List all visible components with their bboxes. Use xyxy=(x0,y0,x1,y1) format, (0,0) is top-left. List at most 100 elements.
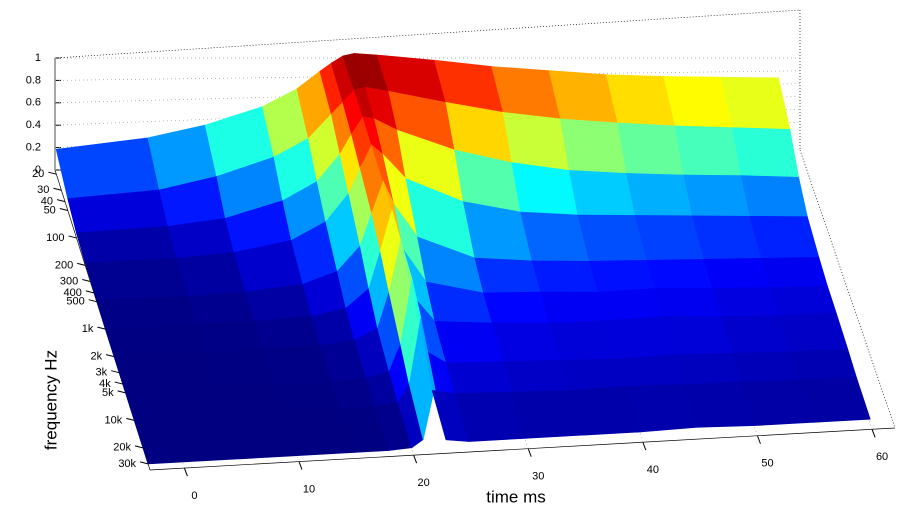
z-tick-label: 1 xyxy=(35,52,41,64)
y-tick xyxy=(68,235,77,239)
surface-cell xyxy=(502,112,570,172)
y-tick xyxy=(77,262,86,266)
surface-cell xyxy=(511,162,579,216)
surface-cell xyxy=(75,225,178,264)
y-tick-label: 1k xyxy=(82,323,94,335)
x-tick-label: 0 xyxy=(191,490,197,502)
surface-cell xyxy=(626,173,694,217)
y-tick-label: 20k xyxy=(113,442,131,454)
surface-cell xyxy=(474,257,542,294)
surface-cell xyxy=(703,257,771,290)
x-tick xyxy=(871,429,876,438)
surface-cell xyxy=(720,76,791,130)
y-tick xyxy=(56,199,66,203)
x-tick xyxy=(298,461,303,470)
y-tick xyxy=(97,326,106,330)
x-axis-line xyxy=(149,427,896,471)
surface-cell xyxy=(740,175,808,218)
x-tick-label: 30 xyxy=(532,471,544,483)
surface-cell xyxy=(597,288,665,322)
z-tick-label: 0.8 xyxy=(26,74,41,86)
x-tick-label: 40 xyxy=(647,464,659,476)
y-tick xyxy=(114,381,123,385)
y-tick xyxy=(111,370,120,374)
surface-cell xyxy=(769,286,837,317)
surface-cell xyxy=(560,358,628,392)
surface-cell xyxy=(262,345,333,387)
y-tick xyxy=(82,278,91,282)
surface-cell xyxy=(749,215,820,259)
surface-cell xyxy=(84,257,189,301)
surface-cell xyxy=(104,323,207,358)
surface-cell xyxy=(674,125,742,177)
y-tick-label: 20 xyxy=(32,168,44,180)
y-tick-label: 200 xyxy=(55,259,73,271)
y-tick-label: 400 xyxy=(64,287,82,299)
y-tick xyxy=(126,417,135,421)
surface-cell xyxy=(675,352,743,386)
surface-cell xyxy=(540,291,608,324)
surface-cell xyxy=(187,291,255,325)
surface-cell xyxy=(683,174,751,217)
z-tick-label: 0.4 xyxy=(26,119,41,131)
surface-cell xyxy=(274,381,342,414)
y-tick-label: 3k xyxy=(96,367,108,379)
surface-cell xyxy=(798,376,871,423)
box-edge xyxy=(799,149,896,429)
x-axis-label: time ms xyxy=(486,487,546,506)
x-tick-label: 10 xyxy=(303,484,315,496)
surface-cell xyxy=(176,252,247,298)
y-tick xyxy=(53,187,62,191)
y-tick-label: 30k xyxy=(118,458,136,470)
z-tick-label: 0.2 xyxy=(26,142,41,154)
surface-cell xyxy=(491,322,562,363)
z-tick-label: 0 xyxy=(35,164,41,176)
surface-cell xyxy=(96,296,198,330)
surface-cell xyxy=(606,316,677,360)
x-tick xyxy=(527,448,532,457)
surface xyxy=(55,53,871,465)
surface-cell xyxy=(663,76,734,129)
y-tick xyxy=(48,171,57,175)
surface-cell xyxy=(125,388,227,421)
y-tick-label: 500 xyxy=(66,296,84,308)
surface-cell xyxy=(617,122,685,176)
y-tick xyxy=(88,299,97,303)
y-tick-label: 50 xyxy=(44,204,56,216)
surface-cell xyxy=(253,315,321,349)
surface-cell xyxy=(617,354,685,387)
x-tick-label: 50 xyxy=(761,458,773,470)
surface-cell xyxy=(732,127,800,178)
y-tick xyxy=(105,354,115,358)
surface-cell xyxy=(531,260,599,293)
x-tick-label: 20 xyxy=(417,477,429,489)
surface-cell xyxy=(196,321,264,353)
y-tick xyxy=(134,445,144,449)
surface-cell xyxy=(133,415,241,465)
surface-cell xyxy=(483,291,551,324)
surface-cell xyxy=(577,214,648,262)
surface-cell xyxy=(205,348,276,389)
x-tick xyxy=(183,467,188,477)
surface-cell xyxy=(445,361,514,395)
y-tick-label: 100 xyxy=(46,232,64,244)
x-tick xyxy=(756,435,761,444)
surface-cell xyxy=(692,215,762,260)
surface-cell xyxy=(712,287,780,318)
y-tick xyxy=(59,207,68,211)
surface-cell xyxy=(732,351,800,383)
surface-cell xyxy=(568,170,636,216)
y-tick xyxy=(139,461,149,465)
surface-cell xyxy=(634,215,705,261)
y-tick-label: 300 xyxy=(60,275,78,287)
surface-cell xyxy=(778,312,849,353)
surface-cell xyxy=(646,258,714,290)
y-tick-label: 5k xyxy=(102,387,114,399)
surface-cell xyxy=(113,352,218,394)
surface-cell xyxy=(589,259,657,293)
surface-cell xyxy=(216,385,284,417)
surface-cell xyxy=(760,256,829,288)
y-tick xyxy=(85,290,95,294)
y-tick-label: 10k xyxy=(105,414,123,426)
